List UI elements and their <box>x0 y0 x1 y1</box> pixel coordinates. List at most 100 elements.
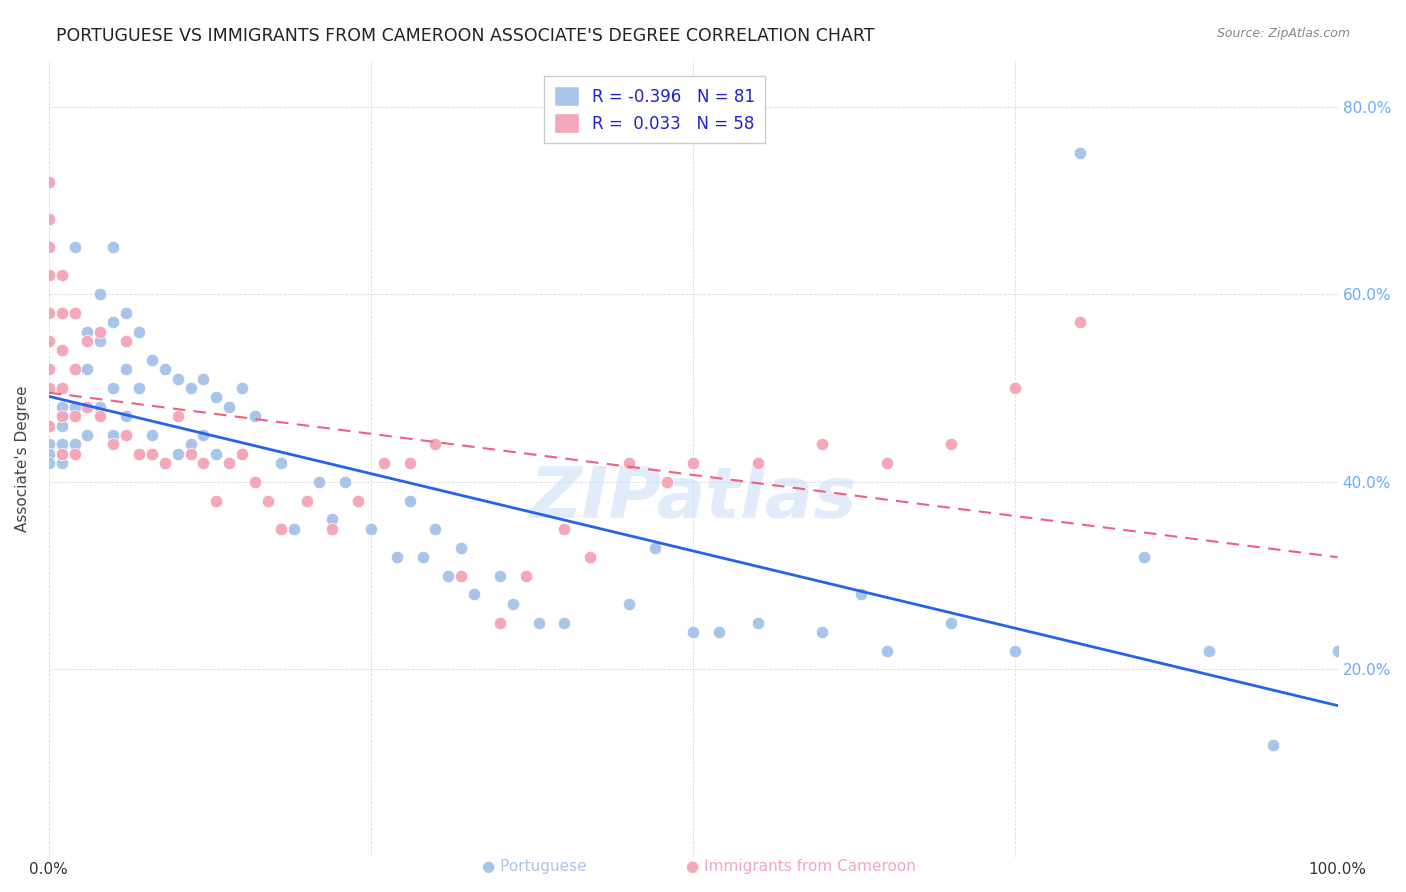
Point <box>51 343 73 358</box>
Point <box>321 522 343 536</box>
Point <box>76 362 98 376</box>
Point <box>502 597 524 611</box>
Point <box>38 175 60 189</box>
Point <box>180 437 202 451</box>
Point <box>450 541 472 555</box>
Point <box>231 447 253 461</box>
Point <box>218 456 240 470</box>
Point <box>76 325 98 339</box>
Point <box>617 456 640 470</box>
Point <box>644 541 666 555</box>
Point <box>527 615 550 630</box>
Point <box>682 624 704 639</box>
Point <box>412 549 434 564</box>
Point <box>205 493 228 508</box>
Point <box>115 306 138 320</box>
Text: ● Portuguese: ● Portuguese <box>482 859 586 874</box>
Point <box>747 615 769 630</box>
Point <box>38 268 60 283</box>
Point <box>270 456 292 470</box>
Point <box>295 493 318 508</box>
Point <box>51 268 73 283</box>
Point <box>335 475 357 489</box>
Point <box>437 568 460 582</box>
Point <box>876 644 898 658</box>
Point <box>579 549 602 564</box>
Point <box>553 615 575 630</box>
Point <box>1069 315 1091 329</box>
Point <box>51 409 73 424</box>
Point <box>115 409 138 424</box>
Point <box>141 428 163 442</box>
Point <box>398 456 420 470</box>
Point <box>1133 549 1156 564</box>
Point <box>51 381 73 395</box>
Point <box>38 240 60 254</box>
Point <box>38 447 60 461</box>
Point <box>243 475 266 489</box>
Point <box>128 447 150 461</box>
Point <box>89 325 111 339</box>
Point <box>51 456 73 470</box>
Point <box>180 447 202 461</box>
Point <box>63 306 86 320</box>
Point <box>63 447 86 461</box>
Point <box>205 390 228 404</box>
Point <box>141 352 163 367</box>
Point <box>38 306 60 320</box>
Point <box>218 400 240 414</box>
Point <box>38 334 60 348</box>
Point <box>38 212 60 227</box>
Point <box>76 400 98 414</box>
Point <box>811 437 834 451</box>
Point <box>450 568 472 582</box>
Point <box>489 568 512 582</box>
Point <box>939 615 962 630</box>
Point <box>811 624 834 639</box>
Point <box>103 437 125 451</box>
Point <box>347 493 370 508</box>
Point <box>270 522 292 536</box>
Point <box>707 624 730 639</box>
Point <box>849 587 872 601</box>
Point <box>398 493 420 508</box>
Point <box>257 493 280 508</box>
Point <box>51 306 73 320</box>
Point <box>76 428 98 442</box>
Point <box>257 493 280 508</box>
Point <box>141 447 163 461</box>
Point <box>128 381 150 395</box>
Point <box>63 400 86 414</box>
Point <box>76 334 98 348</box>
Point <box>115 334 138 348</box>
Point <box>1263 738 1285 752</box>
Point <box>231 381 253 395</box>
Point <box>51 437 73 451</box>
Point <box>657 475 679 489</box>
Point <box>876 456 898 470</box>
Point <box>939 437 962 451</box>
Point <box>51 381 73 395</box>
Point <box>193 456 215 470</box>
Point <box>128 325 150 339</box>
Point <box>38 456 60 470</box>
Point <box>89 409 111 424</box>
Point <box>295 493 318 508</box>
Point <box>63 362 86 376</box>
Point <box>463 587 485 601</box>
Point <box>385 549 408 564</box>
Point <box>360 522 382 536</box>
Point <box>193 428 215 442</box>
Point <box>553 522 575 536</box>
Point <box>63 437 86 451</box>
Point <box>38 381 60 395</box>
Point <box>103 240 125 254</box>
Point <box>1004 381 1026 395</box>
Point <box>166 409 188 424</box>
Point <box>115 362 138 376</box>
Point <box>51 400 73 414</box>
Y-axis label: Associate's Degree: Associate's Degree <box>15 385 30 532</box>
Point <box>63 240 86 254</box>
Point <box>166 371 188 385</box>
Point <box>231 447 253 461</box>
